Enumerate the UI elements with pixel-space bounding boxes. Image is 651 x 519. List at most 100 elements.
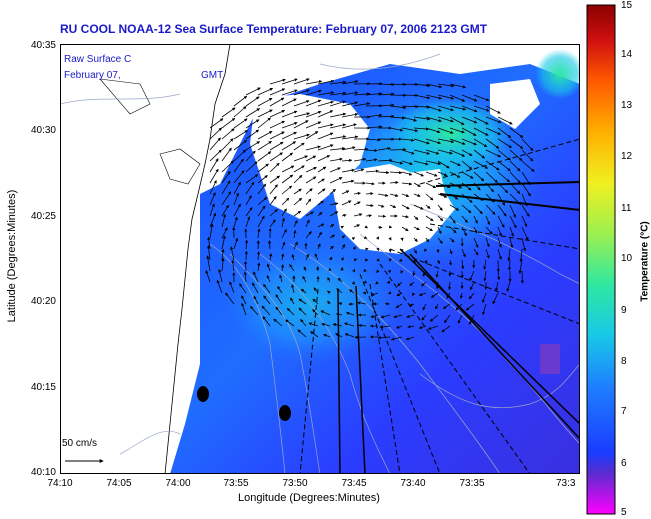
current-vector [245, 108, 261, 118]
current-vector [364, 225, 369, 229]
current-vector [256, 251, 261, 261]
current-vector [437, 149, 453, 155]
current-vector [317, 166, 327, 173]
current-vector [413, 204, 424, 210]
current-vector [305, 155, 317, 162]
current-vector [449, 215, 456, 224]
current-vector [253, 271, 259, 283]
current-vector [449, 160, 461, 166]
current-vector [317, 100, 334, 107]
current-vector [269, 219, 276, 228]
current-vector [457, 314, 463, 324]
current-vector [281, 141, 297, 151]
current-vector [413, 160, 429, 166]
current-vector [365, 203, 374, 208]
current-vector [437, 83, 455, 88]
current-vector [435, 281, 440, 290]
legend-line-1: Raw Surface C [64, 54, 132, 65]
current-vector [449, 193, 459, 200]
current-vector [275, 306, 283, 316]
cbar-tick-7: 7 [621, 406, 627, 417]
current-vector [308, 322, 319, 327]
current-vector [286, 307, 295, 316]
current-vector [388, 248, 392, 253]
current-vector [509, 127, 524, 138]
current-vector [449, 138, 466, 145]
current-vector [329, 234, 335, 239]
current-vector [447, 281, 452, 291]
current-vector [437, 226, 442, 235]
current-vector [425, 160, 442, 166]
current-vector [305, 145, 321, 151]
current-vector [225, 292, 235, 305]
current-vector [437, 171, 448, 177]
current-vector [380, 314, 391, 319]
scale-label: 50 cm/s [62, 438, 98, 449]
current-vector [257, 175, 268, 184]
current-vector [412, 259, 416, 264]
cbar-tick-11: 11 [621, 203, 632, 214]
cbar-tick-9: 9 [621, 305, 627, 316]
current-vector [497, 116, 513, 125]
current-vector [281, 253, 285, 261]
current-vector [485, 171, 498, 183]
current-vector [469, 270, 475, 282]
current-vector [485, 248, 490, 259]
current-vector [329, 177, 343, 184]
current-vector [449, 105, 467, 111]
current-vector [293, 197, 303, 206]
current-vector [430, 292, 439, 298]
current-vector [310, 331, 319, 338]
current-vector [233, 106, 247, 118]
current-vector [412, 292, 416, 296]
current-vector [422, 303, 427, 311]
current-vector [413, 105, 431, 109]
current-vector [341, 213, 347, 218]
current-vector [341, 135, 359, 140]
current-vector [485, 105, 501, 114]
current-vector [317, 211, 323, 217]
current-vector [507, 259, 512, 271]
colorbar-gradient [586, 4, 616, 515]
current-vector [329, 188, 336, 195]
current-vector [337, 277, 343, 283]
current-vector [257, 117, 271, 129]
current-vector [353, 92, 371, 96]
current-vector [482, 303, 487, 316]
current-vector [305, 80, 323, 85]
current-vector [497, 149, 511, 161]
current-vector [497, 171, 511, 183]
x-tick-5: 73:45 [341, 478, 367, 489]
current-vector [305, 110, 322, 118]
current-vector [425, 237, 430, 243]
current-vector [293, 89, 310, 96]
current-vector [455, 303, 463, 311]
current-vector [250, 306, 259, 316]
current-vector [233, 170, 245, 184]
current-vector [317, 200, 324, 206]
current-vector [409, 281, 415, 287]
current-vector [245, 129, 260, 140]
current-vector [389, 105, 407, 110]
current-vector [353, 168, 365, 173]
current-vector [413, 83, 431, 88]
current-vector [446, 292, 451, 299]
colorbar [586, 4, 616, 515]
current-vector [209, 118, 224, 129]
current-vector [497, 215, 505, 228]
current-vector [473, 105, 490, 112]
current-vector [483, 270, 487, 282]
current-vector [485, 116, 502, 124]
current-vector [317, 188, 326, 195]
current-vector [257, 97, 273, 107]
current-vector [485, 204, 496, 215]
current-vector [277, 285, 283, 294]
current-vector [497, 237, 502, 248]
current-vector [257, 151, 272, 162]
current-vector [305, 219, 310, 228]
current-vector [205, 270, 211, 283]
current-vector [365, 214, 373, 218]
current-vector [377, 204, 385, 208]
current-vector [352, 268, 356, 273]
current-vector [221, 191, 232, 206]
